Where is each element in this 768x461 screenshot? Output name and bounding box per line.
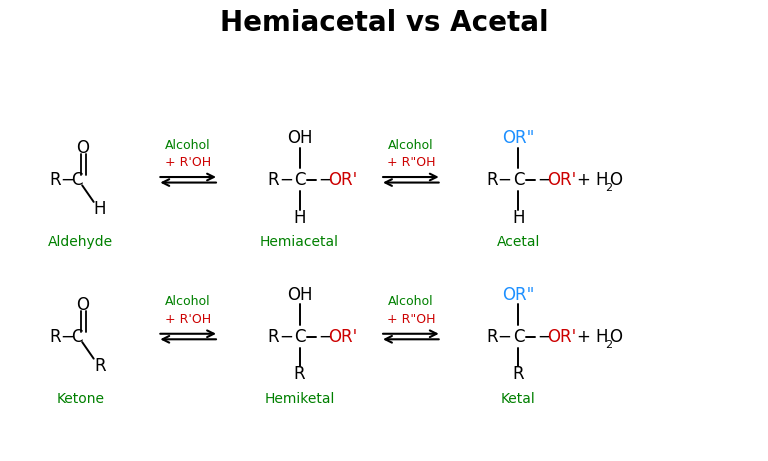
Text: R: R: [293, 365, 306, 384]
Text: C: C: [294, 171, 305, 189]
Text: 2: 2: [605, 183, 613, 193]
Text: R: R: [267, 327, 280, 346]
Text: OR": OR": [502, 286, 535, 304]
Text: R: R: [486, 327, 498, 346]
Text: O: O: [77, 139, 89, 158]
Text: + R"OH: + R"OH: [386, 313, 435, 325]
Text: −: −: [318, 171, 332, 189]
Text: Alcohol: Alcohol: [388, 139, 434, 152]
Text: +: +: [577, 171, 591, 189]
Text: Alcohol: Alcohol: [388, 296, 434, 308]
Text: O: O: [77, 296, 89, 314]
Text: R: R: [486, 171, 498, 189]
Text: OR': OR': [547, 171, 576, 189]
Text: O: O: [610, 327, 622, 346]
Text: OH: OH: [286, 129, 313, 148]
Text: −: −: [279, 327, 293, 346]
Text: R: R: [94, 356, 106, 375]
Text: OR": OR": [502, 129, 535, 148]
Text: R: R: [267, 171, 280, 189]
Text: C: C: [71, 327, 82, 346]
Text: 2: 2: [605, 340, 613, 350]
Text: −: −: [318, 327, 332, 346]
Text: C: C: [513, 327, 524, 346]
Text: −: −: [279, 171, 293, 189]
Text: Hemiacetal vs Acetal: Hemiacetal vs Acetal: [220, 9, 548, 37]
Text: R: R: [49, 327, 61, 346]
Text: + R"OH: + R"OH: [386, 156, 435, 169]
Text: Ketone: Ketone: [57, 392, 104, 406]
Text: R: R: [49, 171, 61, 189]
Text: OR': OR': [328, 171, 357, 189]
Text: C: C: [71, 171, 82, 189]
Text: OR': OR': [328, 327, 357, 346]
Text: H: H: [94, 200, 106, 218]
Text: OR': OR': [547, 327, 576, 346]
Text: H: H: [595, 171, 607, 189]
Text: Aldehyde: Aldehyde: [48, 235, 113, 249]
Text: C: C: [294, 327, 305, 346]
Text: −: −: [537, 327, 551, 346]
Text: Hemiketal: Hemiketal: [264, 392, 335, 406]
Text: +: +: [577, 327, 591, 346]
Text: Alcohol: Alcohol: [165, 296, 211, 308]
Text: O: O: [610, 171, 622, 189]
Text: −: −: [498, 327, 511, 346]
Text: H: H: [293, 208, 306, 227]
Text: + R'OH: + R'OH: [165, 313, 211, 325]
Text: −: −: [60, 327, 74, 346]
Text: Alcohol: Alcohol: [165, 139, 211, 152]
Text: H: H: [595, 327, 607, 346]
Text: C: C: [513, 171, 524, 189]
Text: −: −: [60, 171, 74, 189]
Text: Ketal: Ketal: [501, 392, 536, 406]
Text: H: H: [512, 208, 525, 227]
Text: OH: OH: [286, 286, 313, 304]
Text: + R'OH: + R'OH: [165, 156, 211, 169]
Text: Hemiacetal: Hemiacetal: [260, 235, 339, 249]
Text: Acetal: Acetal: [497, 235, 540, 249]
Text: −: −: [498, 171, 511, 189]
Text: −: −: [537, 171, 551, 189]
Text: R: R: [512, 365, 525, 384]
